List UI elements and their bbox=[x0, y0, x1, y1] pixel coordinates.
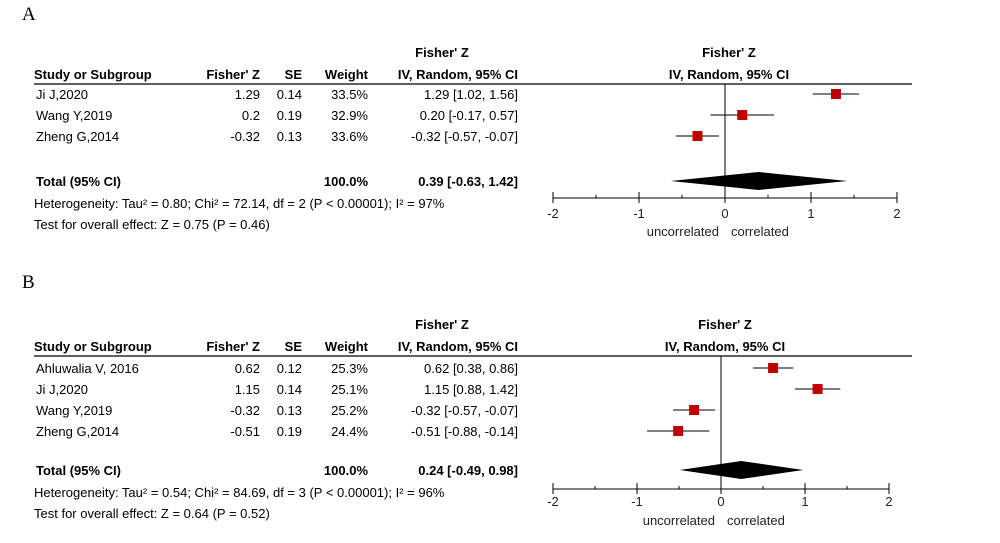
panel-b-study-weight: 25.3% bbox=[331, 361, 368, 376]
panel-a-group-header-z: Fisher' Z bbox=[415, 45, 469, 60]
panel-b-total-weight: 100.0% bbox=[324, 463, 369, 478]
panel-a-heterogeneity: Heterogeneity: Tau² = 0.80; Chi² = 72.14… bbox=[34, 196, 445, 211]
panel-b-study-z: 1.15 bbox=[235, 382, 260, 397]
panel-a-study-ci: 1.29 [1.02, 1.56] bbox=[424, 87, 518, 102]
panel-b-study-se: 0.12 bbox=[277, 361, 302, 376]
panel-b-study-ci: 0.62 [0.38, 0.86] bbox=[424, 361, 518, 376]
panel-a-x-tick-label: 2 bbox=[893, 206, 900, 221]
panel-a-overall-effect: Test for overall effect: Z = 0.75 (P = 0… bbox=[34, 217, 270, 232]
panel-b-study-se: 0.19 bbox=[277, 424, 302, 439]
panel-b-header-z: Fisher' Z bbox=[206, 339, 260, 354]
panel-b-x-tick-label: -1 bbox=[631, 494, 643, 509]
panel-a-header-ci: IV, Random, 95% CI bbox=[398, 67, 518, 82]
panel-a-study-z: 1.29 bbox=[235, 87, 260, 102]
panel-b-x-tick-label: -2 bbox=[547, 494, 559, 509]
panel-a-study-name: Zheng G,2014 bbox=[36, 129, 119, 144]
panel-b-study-marker bbox=[689, 405, 700, 415]
panel-b-group-header-plot: Fisher' Z bbox=[698, 317, 752, 332]
panel-b-total-ci: 0.24 [-0.49, 0.98] bbox=[418, 463, 518, 478]
panel-b-study-z: -0.51 bbox=[230, 424, 260, 439]
panel-a-study-ci: 0.20 [-0.17, 0.57] bbox=[420, 108, 518, 123]
panel-a-header-study: Study or Subgroup bbox=[34, 67, 152, 82]
panel-a-total-ci: 0.39 [-0.63, 1.42] bbox=[418, 174, 518, 189]
panel-b-study-marker bbox=[812, 384, 823, 394]
panel-a-total-diamond bbox=[670, 172, 848, 190]
panel-b-header-se: SE bbox=[285, 339, 303, 354]
panel-a-study-z: -0.32 bbox=[230, 129, 260, 144]
panel-b-header-weight: Weight bbox=[325, 339, 369, 354]
panel-a-header-weight: Weight bbox=[325, 67, 369, 82]
panel-b-x-tick-label: 1 bbox=[801, 494, 808, 509]
panel-a-study-marker bbox=[692, 131, 703, 141]
panel-b-header-study: Study or Subgroup bbox=[34, 339, 152, 354]
panel-a-study-name: Ji J,2020 bbox=[36, 87, 88, 102]
panel-a-header-z: Fisher' Z bbox=[206, 67, 260, 82]
panel-a-study-marker bbox=[737, 110, 748, 120]
panel-a-study-se: 0.19 bbox=[277, 108, 302, 123]
panel-b-study-se: 0.14 bbox=[277, 382, 302, 397]
panel-a-total-weight: 100.0% bbox=[324, 174, 369, 189]
panel-a-study-weight: 32.9% bbox=[331, 108, 368, 123]
panel-a-x-tick-label: -2 bbox=[547, 206, 559, 221]
panel-b-study-marker bbox=[673, 426, 684, 436]
panel-b-study-weight: 25.1% bbox=[331, 382, 368, 397]
panel-a-x-tick-label: -1 bbox=[633, 206, 645, 221]
panel-a-group-header-plot: Fisher' Z bbox=[702, 45, 756, 60]
panel-b-total-label: Total (95% CI) bbox=[36, 463, 121, 478]
panel-a-direction-right-label: correlated bbox=[731, 224, 789, 239]
panel-a-x-tick-label: 1 bbox=[807, 206, 814, 221]
panel-b-study-z: -0.32 bbox=[230, 403, 260, 418]
panel-b-study-marker bbox=[768, 363, 779, 373]
panel-a-study-marker bbox=[830, 89, 841, 99]
panel-b-x-tick-label: 2 bbox=[885, 494, 892, 509]
panel-b-study-name: Ahluwalia V, 2016 bbox=[36, 361, 139, 376]
panel-b-study-z: 0.62 bbox=[235, 361, 260, 376]
panel-b-study-weight: 24.4% bbox=[331, 424, 368, 439]
panel-a-header-plot-ci: IV, Random, 95% CI bbox=[669, 67, 789, 82]
panel-b-direction-right-label: correlated bbox=[727, 513, 785, 528]
panel-b-study-ci: -0.51 [-0.88, -0.14] bbox=[411, 424, 518, 439]
panel-b-heterogeneity: Heterogeneity: Tau² = 0.54; Chi² = 84.69… bbox=[34, 485, 445, 500]
panel-b-study-ci: 1.15 [0.88, 1.42] bbox=[424, 382, 518, 397]
panel-b-header-plot-ci: IV, Random, 95% CI bbox=[665, 339, 785, 354]
panel-a-study-weight: 33.5% bbox=[331, 87, 368, 102]
panel-b-overall-effect: Test for overall effect: Z = 0.64 (P = 0… bbox=[34, 506, 270, 521]
panel-b-study-name: Ji J,2020 bbox=[36, 382, 88, 397]
panel-b-group-header-z: Fisher' Z bbox=[415, 317, 469, 332]
panel-a-study-se: 0.13 bbox=[277, 129, 302, 144]
panel-a-x-tick-label: 0 bbox=[721, 206, 728, 221]
panel-b-study-ci: -0.32 [-0.57, -0.07] bbox=[411, 403, 518, 418]
panel-b-total-diamond bbox=[679, 461, 804, 479]
panel-a-study-se: 0.14 bbox=[277, 87, 302, 102]
panel-b-study-weight: 25.2% bbox=[331, 403, 368, 418]
panel-b-letter: B bbox=[22, 272, 35, 293]
panel-b-study-name: Wang Y,2019 bbox=[36, 403, 112, 418]
panel-a-total-label: Total (95% CI) bbox=[36, 174, 121, 189]
panel-a-letter: A bbox=[22, 4, 36, 25]
panel-a-study-ci: -0.32 [-0.57, -0.07] bbox=[411, 129, 518, 144]
panel-b-study-name: Zheng G,2014 bbox=[36, 424, 119, 439]
panel-b-study-se: 0.13 bbox=[277, 403, 302, 418]
panel-b-header-ci: IV, Random, 95% CI bbox=[398, 339, 518, 354]
panel-a-direction-left-label: uncorrelated bbox=[647, 224, 719, 239]
panel-a-study-z: 0.2 bbox=[242, 108, 260, 123]
panel-a-header-se: SE bbox=[285, 67, 303, 82]
panel-a-study-name: Wang Y,2019 bbox=[36, 108, 112, 123]
panel-a-study-weight: 33.6% bbox=[331, 129, 368, 144]
panel-b-x-tick-label: 0 bbox=[717, 494, 724, 509]
panel-b-direction-left-label: uncorrelated bbox=[643, 513, 715, 528]
